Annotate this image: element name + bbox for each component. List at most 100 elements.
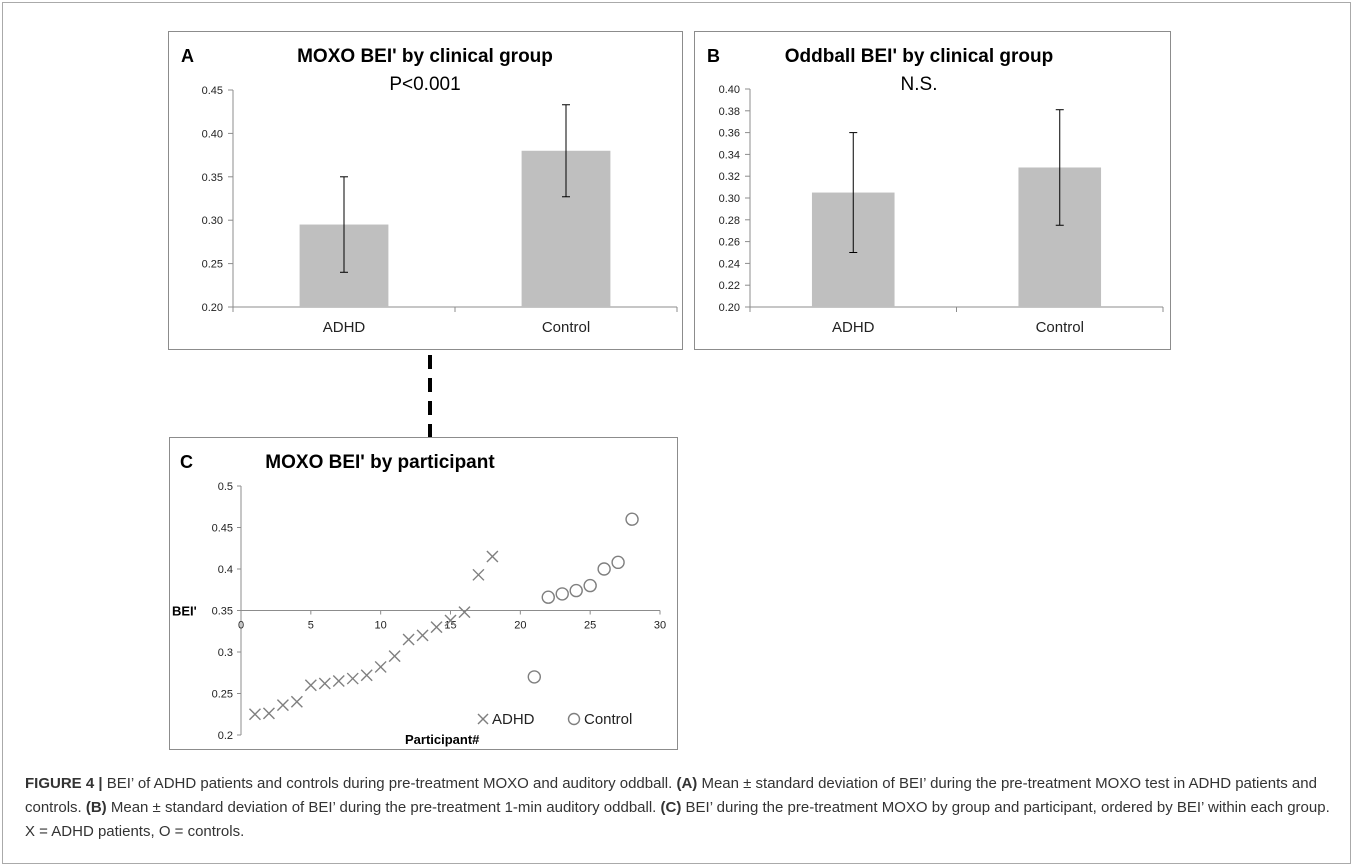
x-tick-label: 0 bbox=[238, 620, 244, 632]
adhd-point bbox=[346, 672, 359, 685]
x-tick-label: 30 bbox=[654, 620, 666, 632]
y-tick-label: 0.20 bbox=[202, 302, 223, 314]
control-point bbox=[611, 555, 625, 570]
adhd-point-stroke bbox=[402, 633, 415, 646]
panel-c: C MOXO BEI' by participant 0.2 0.25 0.3 0.35 0… bbox=[169, 437, 678, 750]
adhd-point bbox=[290, 695, 303, 708]
adhd-point bbox=[332, 675, 345, 688]
x-axis-label: Participant# bbox=[405, 732, 480, 747]
caption-body: BEI’ of ADHD patients and controls durin… bbox=[25, 775, 1330, 840]
adhd-point-stroke bbox=[486, 550, 499, 563]
y-axis-label: BEI' bbox=[172, 604, 197, 619]
y-tick-label: 0.25 bbox=[202, 259, 223, 271]
panel-a: A MOXO BEI' by clinical group P<0.001 0.20 0… bbox=[168, 31, 683, 350]
panel-b: B Oddball BEI' by clinical group N.S. 0.20 0… bbox=[694, 31, 1171, 350]
panel-letter: A bbox=[181, 46, 194, 66]
adhd-point-stroke bbox=[318, 677, 331, 690]
y-tick-label: 0.20 bbox=[719, 302, 740, 314]
control-point bbox=[625, 512, 639, 526]
adhd-point bbox=[458, 606, 471, 619]
panel-letter: C bbox=[180, 452, 193, 472]
adhd-point-stroke bbox=[248, 708, 261, 721]
y-tick-label: 0.30 bbox=[202, 215, 223, 227]
caption-lead: FIGURE 4 | bbox=[25, 775, 103, 792]
control-point bbox=[555, 587, 569, 601]
x-tick-label: 20 bbox=[514, 620, 526, 632]
adhd-point-stroke bbox=[388, 650, 401, 663]
adhd-point-stroke bbox=[332, 675, 345, 688]
y-tick-label: 0.3 bbox=[218, 647, 233, 659]
y-tick-label: 0.5 bbox=[218, 481, 233, 493]
y-tick-label: 0.36 bbox=[719, 128, 740, 140]
control-point bbox=[541, 590, 555, 604]
caption-panel-ref: (B) bbox=[85, 799, 107, 816]
adhd-point bbox=[416, 629, 429, 642]
caption-panel-ref: (A) bbox=[676, 775, 698, 792]
y-tick-label: 0.40 bbox=[202, 128, 223, 140]
x-category-label: ADHD bbox=[832, 319, 875, 336]
control-point bbox=[527, 670, 541, 684]
x-tick-label: 15 bbox=[444, 620, 456, 632]
caption-text: Mean ± standard deviation of BEI’ during… bbox=[106, 799, 661, 816]
chart-subtitle: P<0.001 bbox=[389, 74, 460, 95]
legend-control-marker bbox=[567, 712, 581, 726]
adhd-point-stroke bbox=[346, 672, 359, 685]
x-category-label: Control bbox=[1036, 319, 1084, 336]
adhd-point bbox=[472, 568, 485, 581]
y-tick-label: 0.35 bbox=[212, 606, 233, 618]
adhd-point bbox=[444, 614, 457, 627]
adhd-point bbox=[374, 660, 387, 673]
caption-text: Mean ± standard deviation of BEI’ during… bbox=[25, 775, 1317, 816]
legend-adhd-label: ADHD bbox=[492, 711, 535, 728]
y-tick-label: 0.2 bbox=[218, 730, 233, 742]
y-tick-label: 0.45 bbox=[202, 85, 223, 97]
y-tick-label: 0.26 bbox=[719, 237, 740, 249]
chart-title: Oddball BEI' by clinical group bbox=[785, 46, 1053, 67]
adhd-point-stroke bbox=[444, 614, 457, 627]
control-point bbox=[597, 562, 611, 576]
bar-chart-a: A MOXO BEI' by clinical group P<0.001 0.20 0… bbox=[181, 46, 678, 336]
legend-control-label: Control bbox=[584, 711, 632, 728]
adhd-point-stroke bbox=[472, 568, 485, 581]
chart-title: MOXO BEI' by participant bbox=[265, 452, 495, 473]
control-point bbox=[583, 578, 597, 593]
legend-adhd-marker bbox=[477, 713, 489, 725]
scatter-chart-c: C MOXO BEI' by participant 0.2 0.25 0.3 0.35 0… bbox=[172, 452, 666, 747]
adhd-point bbox=[402, 633, 415, 646]
adhd-point bbox=[248, 708, 261, 721]
y-tick-label: 0.35 bbox=[202, 172, 223, 184]
bar-chart-b: B Oddball BEI' by clinical group N.S. 0.20 0… bbox=[707, 46, 1164, 336]
x-category-label: Control bbox=[542, 319, 590, 336]
chart-title: MOXO BEI' by clinical group bbox=[297, 46, 553, 67]
x-tick-label: 5 bbox=[308, 620, 314, 632]
adhd-point-stroke bbox=[262, 707, 275, 720]
adhd-point-stroke bbox=[458, 606, 471, 619]
adhd-point bbox=[360, 669, 373, 682]
adhd-point-stroke bbox=[416, 629, 429, 642]
y-tick-label: 0.30 bbox=[719, 193, 740, 205]
caption-text: BEI’ of ADHD patients and controls durin… bbox=[102, 775, 677, 792]
adhd-point bbox=[276, 699, 289, 712]
caption-panel-ref: (C) bbox=[660, 799, 682, 816]
y-tick-label: 0.22 bbox=[719, 280, 740, 292]
legend: ADHD Control bbox=[477, 711, 632, 728]
x-tick-label: 25 bbox=[584, 620, 596, 632]
adhd-point-stroke bbox=[374, 660, 387, 673]
y-tick-label: 0.25 bbox=[212, 689, 233, 701]
adhd-point bbox=[304, 679, 317, 692]
chart-subtitle: N.S. bbox=[901, 74, 938, 95]
adhd-point-stroke bbox=[276, 699, 289, 712]
y-tick-label: 0.24 bbox=[719, 258, 740, 270]
x-tick-label: 10 bbox=[375, 620, 387, 632]
y-tick-label: 0.45 bbox=[212, 523, 233, 535]
control-point bbox=[569, 583, 583, 598]
y-tick-label: 0.38 bbox=[719, 106, 740, 118]
y-tick-label: 0.28 bbox=[719, 215, 740, 227]
adhd-point bbox=[430, 621, 443, 634]
y-tick-label: 0.40 bbox=[719, 84, 740, 96]
y-tick-label: 0.4 bbox=[218, 564, 233, 576]
figure-caption: FIGURE 4 | BEI’ of ADHD patients and con… bbox=[25, 772, 1335, 844]
adhd-point-stroke bbox=[304, 679, 317, 692]
